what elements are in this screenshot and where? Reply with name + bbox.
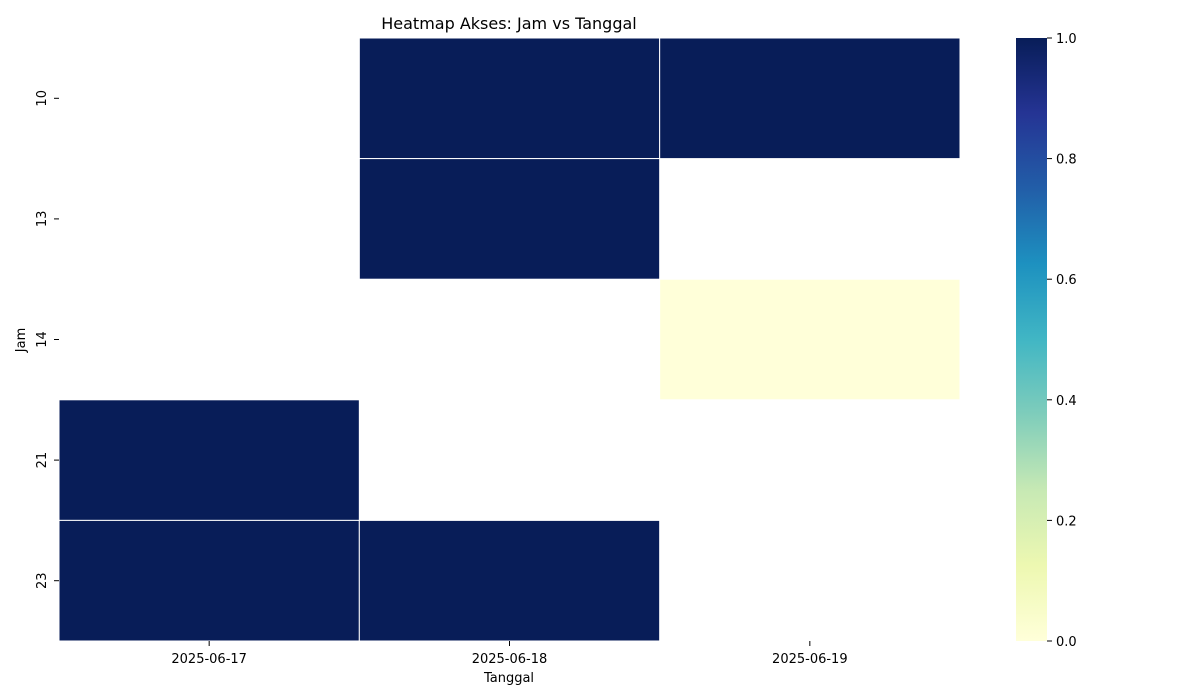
heatmap-cell — [358, 158, 661, 280]
chart-title: Heatmap Akses: Jam vs Tanggal — [381, 14, 637, 33]
x-tick-label: 2025-06-17 — [171, 652, 247, 667]
x-tick-label: 2025-06-18 — [472, 652, 548, 667]
colorbar-tick-label: 0.2 — [1056, 514, 1077, 529]
heatmap-cell — [358, 519, 661, 642]
y-tick-label: 23 — [35, 572, 50, 589]
y-tick-label: 10 — [35, 90, 50, 107]
y-tick-label: 14 — [35, 331, 50, 348]
colorbar-tick-label: 0.0 — [1056, 635, 1077, 650]
colorbar-tick-label: 1.0 — [1056, 32, 1077, 47]
x-tick-label: 2025-06-19 — [772, 652, 848, 667]
y-axis-ticks: 10 13 14 21 23 — [35, 90, 59, 589]
y-tick-label: 21 — [35, 452, 50, 469]
colorbar-tick-label: 0.4 — [1056, 394, 1077, 409]
colorbar-tick-label: 0.8 — [1056, 153, 1077, 168]
heatmap-cell — [358, 37, 661, 160]
heatmap-cell — [659, 278, 961, 401]
heatmap-cells — [58, 37, 961, 642]
y-tick-label: 13 — [35, 211, 50, 228]
heatmap-cell — [659, 37, 961, 160]
y-axis-label: Jam — [14, 328, 29, 353]
colorbar-tick-label: 0.6 — [1056, 273, 1077, 288]
x-axis-ticks: 2025-06-17 2025-06-18 2025-06-19 — [171, 641, 848, 667]
heatmap-cell — [58, 519, 360, 642]
heatmap-cell — [58, 399, 360, 521]
colorbar — [1016, 38, 1047, 641]
x-axis-label: Tanggal — [483, 671, 534, 686]
colorbar-ticks: 0.0 0.2 0.4 0.6 0.8 1.0 — [1047, 32, 1077, 650]
